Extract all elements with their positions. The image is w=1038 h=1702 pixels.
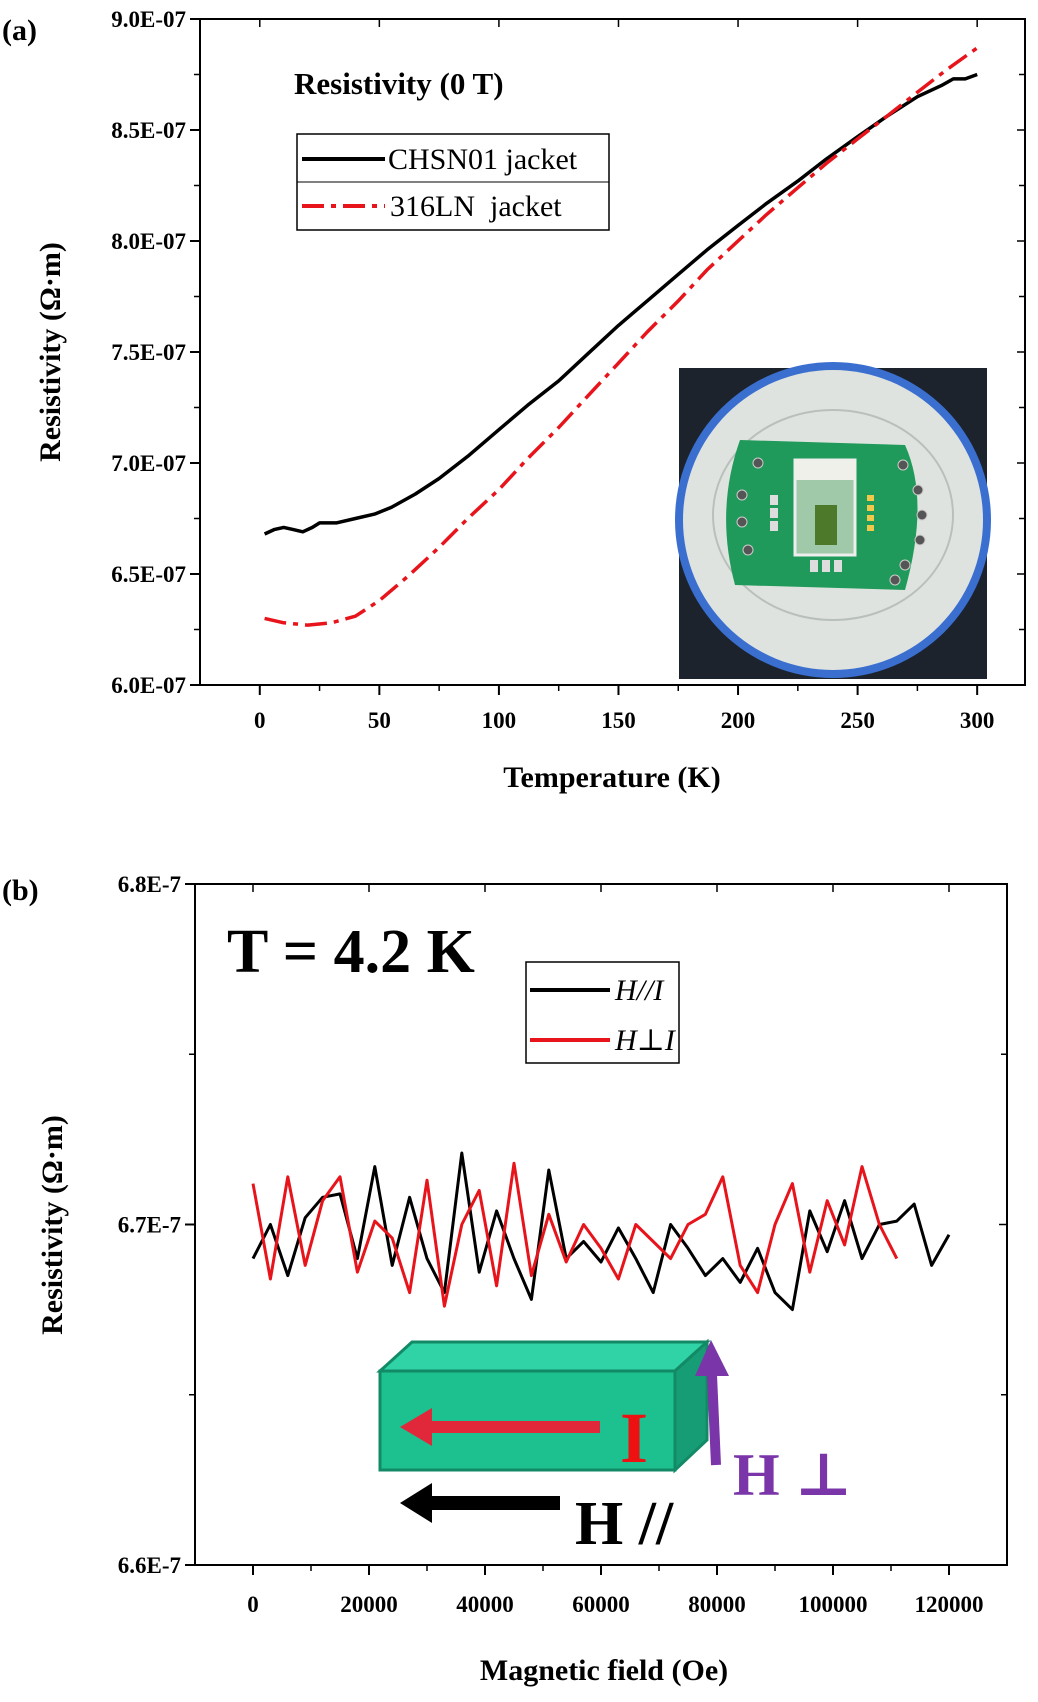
bar-top-face — [376, 1340, 711, 1373]
y-tick-label: 8.5E-07 — [111, 118, 186, 143]
h-parallel-arrow-head — [400, 1483, 432, 1523]
x-tick-label: 300 — [960, 708, 995, 733]
series-line-red — [264, 46, 979, 627]
series-a — [263, 46, 979, 627]
y-axis-label-a: Resistivity (Ω·m) — [34, 242, 67, 462]
x-tick-label: 80000 — [688, 1592, 746, 1617]
panel-label-b: (b) — [2, 874, 39, 907]
series-b — [251, 1151, 951, 1312]
h-parallel-label: H // — [575, 1490, 674, 1558]
field-orientation-diagram: I H ⊥ H // — [376, 1338, 852, 1558]
legend-frame-b — [525, 961, 680, 1064]
y-axis-label-b: Resistivity (Ω·m) — [36, 1115, 69, 1335]
legend-label-h-perp: H⊥I — [614, 1024, 677, 1057]
x-tick-label: 200 — [721, 708, 756, 733]
panel-label-a: (a) — [2, 14, 37, 47]
panel-a: (a) 0 50 100 150 200 250 300 6.0E-07 6.5E-07 7.0E… — [2, 7, 1026, 794]
x-tick-label: 100 — [482, 708, 517, 733]
y-tick-label: 9.0E-07 — [111, 7, 186, 32]
x-tick-label: 0 — [254, 708, 266, 733]
x-tick-label: 60000 — [572, 1592, 630, 1617]
x-tick-label: 250 — [840, 708, 875, 733]
chart-title-a: Resistivity (0 T) — [294, 66, 504, 101]
legend-label-h-parallel: H//I — [614, 974, 665, 1007]
current-arrow-head — [400, 1408, 432, 1446]
h-perp-label: H ⊥ — [733, 1442, 852, 1508]
temperature-annotation: T = 4.2 K — [227, 918, 475, 986]
x-tick-label: 20000 — [340, 1592, 398, 1617]
series-line-red — [251, 1161, 899, 1308]
y-tick-label: 6.6E-7 — [118, 1553, 181, 1578]
y-tick-label: 8.0E-07 — [111, 229, 186, 254]
x-tick-label: 0 — [247, 1592, 259, 1617]
legend-label-316ln: 316LN jacket — [390, 190, 562, 223]
legend-b: H//I H⊥I — [525, 961, 680, 1064]
y-tick-label: 7.5E-07 — [111, 340, 186, 365]
x-tick-label: 100000 — [799, 1592, 868, 1617]
y-tick-label: 6.5E-07 — [111, 562, 186, 587]
x-axis-label-b: Magnetic field (Oe) — [480, 1654, 728, 1687]
h-perp-arrow — [707, 1374, 721, 1466]
series-line-black — [251, 1151, 951, 1312]
current-label: I — [620, 1398, 648, 1478]
x-tick-label: 120000 — [915, 1592, 984, 1617]
x-axis-label-a: Temperature (K) — [503, 761, 720, 794]
y-tick-label: 6.8E-7 — [118, 872, 181, 897]
ticks-b: 0 20000 40000 60000 80000 100000 120000 6.6E-7 6… — [118, 872, 1007, 1617]
x-tick-label: 40000 — [456, 1592, 514, 1617]
y-tick-label: 6.0E-07 — [111, 673, 186, 698]
y-tick-label: 6.7E-7 — [118, 1213, 181, 1238]
legend-label-chsn01: CHSN01 jacket — [388, 143, 578, 176]
inset-photo — [675, 362, 991, 679]
legend-a: CHSN01 jacket 316LN jacket — [296, 133, 610, 231]
y-tick-label: 7.0E-07 — [111, 451, 186, 476]
ticks-a: 0 50 100 150 200 250 300 6.0E-07 6.5E-07 7.0E-07 7… — [111, 7, 1025, 733]
x-tick-label: 50 — [368, 708, 391, 733]
h-perp-arrow-head — [695, 1340, 729, 1376]
x-tick-label: 150 — [601, 708, 636, 733]
panel-b: (b) 0 20000 40000 60000 80000 100000 120000 6.6… — [2, 872, 1008, 1687]
